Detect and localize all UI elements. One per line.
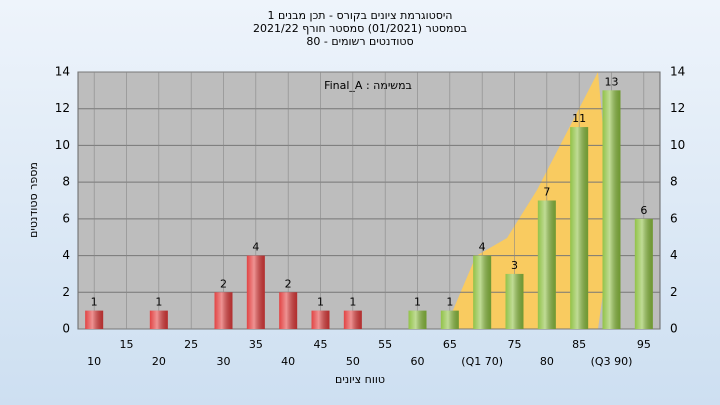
x-axis-label: טווח ציונים [335,373,385,386]
value-label: 1 [317,296,324,309]
value-label: 1 [91,296,98,309]
y-tick-label: 8 [62,175,70,189]
x-tick-label: (Q3 90) [591,355,633,368]
value-label: 7 [543,186,550,199]
bar-shine [440,310,459,329]
title-line: סטודנטים רשומים - 80 [306,35,413,48]
title-line: בסמסטר (01/2021) סמסטר חורף 2021/22 [253,22,467,35]
x-tick-label: 35 [249,338,263,351]
bar-shine [149,310,168,329]
bar-shine [246,255,265,329]
x-tick-label: 80 [540,355,554,368]
y2-tick-label: 8 [670,175,678,189]
bar-shine [408,310,427,329]
value-label: 11 [572,112,586,125]
y-tick-label: 6 [62,211,70,225]
annotation: במשימה : Final_A [324,79,412,92]
y2-tick-label: 14 [670,65,685,79]
x-tick-label: 40 [281,355,295,368]
x-tick-label: 15 [120,338,134,351]
x-tick-label: 65 [443,338,457,351]
y-tick-label: 4 [62,248,70,262]
bar-shine [343,310,362,329]
y-tick-label: 14 [55,65,70,79]
y-axis-label: מספר סטודנטים [27,162,40,238]
bar-shine [311,310,330,329]
value-label: 13 [605,75,619,88]
y2-tick-label: 12 [670,101,685,115]
x-tick-label: 10 [87,355,101,368]
y-tick-label: 10 [55,138,70,152]
x-tick-label: 50 [346,355,360,368]
x-tick-label: 55 [378,338,392,351]
value-label: 4 [252,241,259,254]
bar-shine [85,310,104,329]
y2-tick-label: 10 [670,138,685,152]
value-label: 4 [479,241,486,254]
value-label: 1 [414,296,421,309]
value-label: 1 [155,296,162,309]
bar-shine [214,292,233,329]
value-label: 6 [640,204,647,217]
bar-shine [537,200,556,329]
y-tick-label: 2 [62,285,70,299]
bar-shine [473,255,492,329]
y2-tick-label: 6 [670,211,678,225]
x-tick-label: 20 [152,355,166,368]
bar-shine [279,292,298,329]
title-line: היסטוגרמת ציונים בקורס - תכן מבנים 1 [268,9,453,22]
y-tick-label: 12 [55,101,70,115]
x-tick-label: (Q1 70) [461,355,503,368]
value-label: 2 [285,277,292,290]
x-tick-label: 60 [411,355,425,368]
x-tick-label: 85 [572,338,586,351]
x-tick-label: 45 [314,338,328,351]
x-tick-label: 95 [637,338,651,351]
bar-shine [505,273,524,329]
x-tick-label: 25 [184,338,198,351]
y2-tick-label: 2 [670,285,678,299]
value-label: 3 [511,259,518,272]
y2-tick-label: 4 [670,248,678,262]
y2-tick-label: 0 [670,322,678,336]
bar-shine [602,90,621,329]
y-tick-label: 0 [62,322,70,336]
x-tick-label: 75 [508,338,522,351]
bar-shine [570,127,589,329]
bar-shine [634,218,653,329]
x-tick-label: 30 [217,355,231,368]
value-label: 2 [220,277,227,290]
value-label: 1 [446,296,453,309]
value-label: 1 [349,296,356,309]
